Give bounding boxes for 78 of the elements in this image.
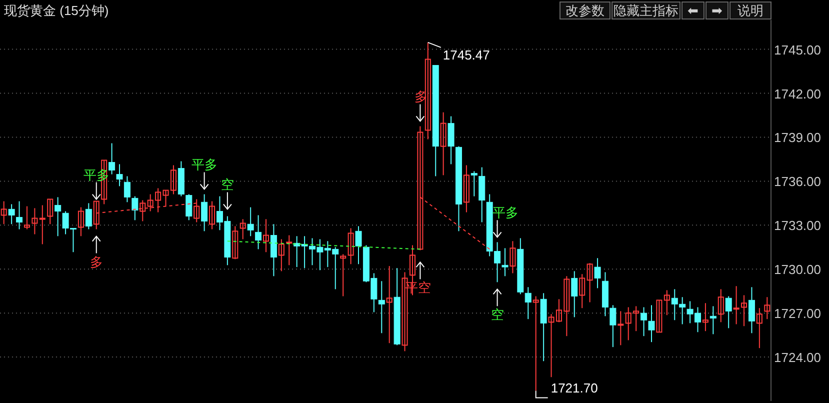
candlestick (756, 308, 762, 349)
candlestick (748, 286, 755, 334)
candlestick (710, 306, 716, 335)
candlestick (39, 204, 46, 245)
annotation: 1721.70 (550, 380, 598, 396)
text: 说明 (738, 3, 764, 18)
candlestick (24, 206, 30, 230)
candlestick (594, 258, 601, 289)
candlestick (262, 218, 269, 253)
candlestick (16, 200, 23, 230)
y-tick-label: 1730.00 (774, 262, 821, 278)
y-tick-label: 1745.00 (774, 42, 821, 58)
candlestick (640, 306, 648, 337)
y-tick-label: 1736.00 (774, 174, 821, 190)
candlestick (656, 300, 662, 333)
candlestick (85, 202, 92, 230)
candlestick (618, 310, 624, 346)
candlestick (278, 238, 284, 272)
candlestick (725, 296, 732, 329)
candlestick (201, 194, 208, 232)
candlestick (355, 226, 362, 265)
annotation: 多 (90, 254, 103, 270)
y-tick-label: 1742.00 (774, 86, 821, 102)
candlestick (463, 164, 470, 213)
candlestick (286, 234, 292, 266)
candlestick (648, 304, 655, 343)
candlestick (440, 112, 446, 176)
candlestick (124, 176, 130, 203)
candlestick (586, 262, 593, 303)
candlestick (232, 226, 238, 260)
candlestick (340, 254, 346, 297)
candlestick (664, 290, 670, 316)
y-tick-label: 1733.00 (774, 218, 821, 234)
candlestick (502, 248, 508, 277)
candlestick (54, 196, 62, 237)
chart-title: 现货黄金 (15分钟) (4, 3, 109, 18)
y-tick-label: 1724.00 (774, 350, 821, 366)
candlestick (240, 218, 246, 240)
candlestick (348, 228, 354, 265)
candlestick (209, 200, 216, 230)
candlestick (132, 196, 138, 221)
candlestick (378, 280, 385, 334)
candlestick (8, 204, 15, 225)
candlestick (32, 208, 38, 235)
candlestick (270, 224, 277, 277)
candlestick (718, 288, 724, 323)
candlestick (424, 42, 431, 140)
candlestick (702, 302, 708, 332)
candlestick (579, 274, 586, 309)
y-tick-label: 1739.00 (774, 130, 821, 146)
candlestick (741, 294, 748, 327)
candlestick (610, 304, 616, 348)
annotation: 平多 (191, 157, 218, 172)
candlestick (386, 266, 392, 344)
candlestick (116, 164, 123, 187)
candlestick (532, 296, 539, 392)
candlestick (571, 270, 578, 318)
candlestick (0, 200, 7, 225)
candlestick (764, 296, 770, 320)
candlestick (510, 240, 516, 274)
text: ⬅ (688, 3, 699, 18)
candlestick (448, 116, 454, 165)
annotation: 空 (490, 307, 504, 322)
annotation: 1745.47 (442, 47, 490, 62)
annotation: 空 (220, 177, 234, 192)
text: 隐藏主指标 (614, 3, 678, 18)
candlestick (186, 194, 192, 221)
candlestick (247, 206, 254, 237)
candlestick (255, 214, 262, 250)
candlestick (47, 198, 54, 225)
text: 改参数 (566, 3, 604, 18)
candlestick (108, 142, 116, 175)
candlestick (524, 286, 532, 320)
candlestick (470, 170, 478, 197)
candlestick (78, 206, 84, 237)
candlestick (733, 286, 740, 325)
text: ➡ (712, 3, 723, 18)
y-tick-label: 1727.00 (774, 306, 821, 322)
